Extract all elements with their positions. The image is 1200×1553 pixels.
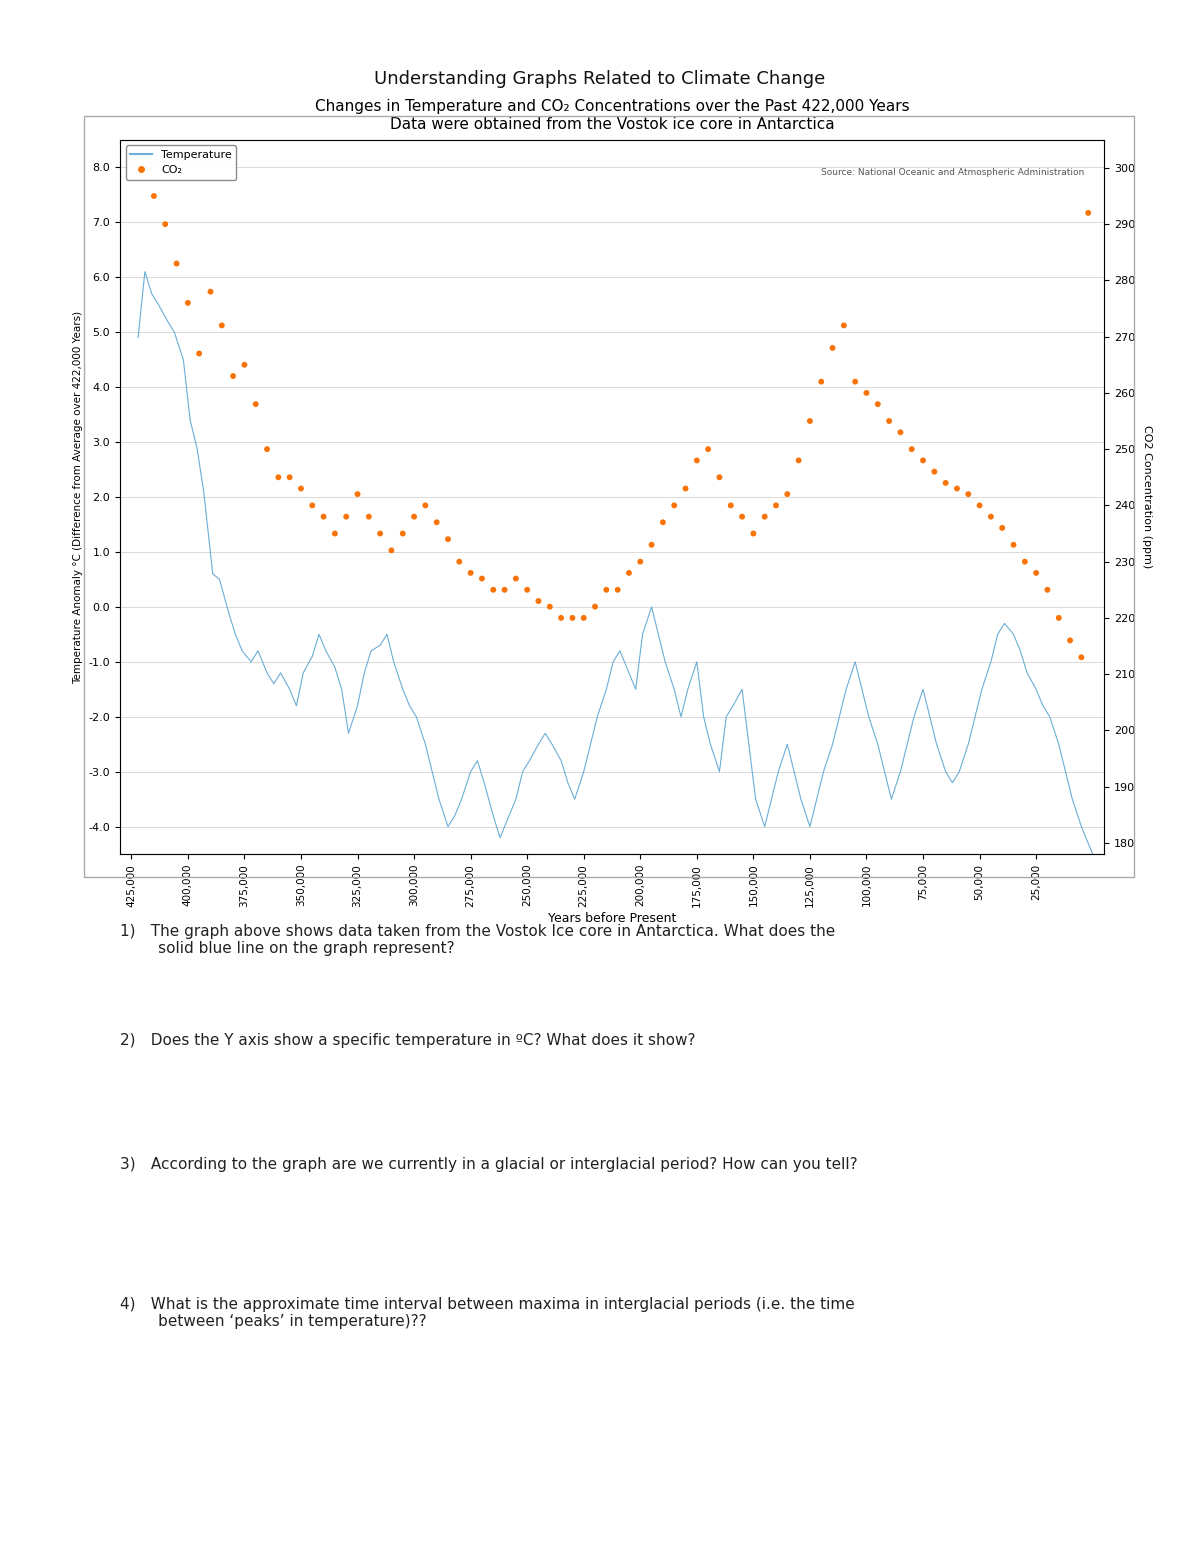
Text: 1) The graph above shows data taken from the Vostok Ice core in Antarctica. What: 1) The graph above shows data taken from… xyxy=(120,924,835,957)
Point xyxy=(665,492,684,517)
Point xyxy=(223,363,242,388)
Point xyxy=(563,606,582,631)
Point xyxy=(415,492,434,517)
Point xyxy=(642,533,661,558)
Point xyxy=(721,492,740,517)
Point xyxy=(190,342,209,367)
Point xyxy=(371,522,390,547)
Point xyxy=(970,492,989,517)
Point xyxy=(144,183,163,208)
Point xyxy=(982,505,1001,530)
Point xyxy=(890,419,910,444)
Point xyxy=(506,567,526,592)
Point xyxy=(314,505,334,530)
Title: Changes in Temperature and CO₂ Concentrations over the Past 422,000 Years
Data w: Changes in Temperature and CO₂ Concentra… xyxy=(314,99,910,132)
Point xyxy=(394,522,413,547)
Point xyxy=(1038,578,1057,603)
Point xyxy=(619,561,638,585)
Point xyxy=(246,391,265,416)
Point xyxy=(823,335,842,360)
Point xyxy=(608,578,628,603)
Point xyxy=(778,481,797,506)
Point xyxy=(834,314,853,339)
Point xyxy=(902,436,922,461)
Text: 3) According to the graph are we currently in a glacial or interglacial period? : 3) According to the graph are we current… xyxy=(120,1157,858,1173)
Point xyxy=(925,460,944,485)
Point xyxy=(790,447,809,472)
Point xyxy=(732,505,751,530)
Point xyxy=(302,492,322,517)
Point xyxy=(800,408,820,433)
Point xyxy=(868,391,887,416)
Point xyxy=(574,606,593,631)
Point xyxy=(473,567,492,592)
Point xyxy=(767,492,786,517)
Point xyxy=(653,509,672,534)
Y-axis label: Temperature Anomaly °C (Difference from Average over 422,000 Years): Temperature Anomaly °C (Difference from … xyxy=(73,311,83,683)
Point xyxy=(212,314,232,339)
Point xyxy=(156,211,175,236)
Point xyxy=(325,522,344,547)
Point xyxy=(348,481,367,506)
Point xyxy=(540,595,559,620)
Point xyxy=(235,353,254,377)
Point xyxy=(631,550,650,575)
Point xyxy=(280,464,299,489)
Point xyxy=(529,589,548,613)
Y-axis label: CO2 Concentration (ppm): CO2 Concentration (ppm) xyxy=(1141,426,1152,568)
Point xyxy=(404,505,424,530)
Legend: Temperature, CO₂: Temperature, CO₂ xyxy=(126,146,236,180)
Point xyxy=(1061,627,1080,652)
Point xyxy=(438,526,457,551)
Point xyxy=(517,578,536,603)
Point xyxy=(258,436,277,461)
Point xyxy=(450,550,469,575)
Point xyxy=(676,477,695,502)
Point xyxy=(755,505,774,530)
Point xyxy=(744,522,763,547)
Point xyxy=(959,481,978,506)
Point xyxy=(337,505,356,530)
Point xyxy=(857,380,876,405)
Point xyxy=(552,606,571,631)
Text: 4) What is the approximate time interval between maxima in interglacial periods : 4) What is the approximate time interval… xyxy=(120,1297,854,1329)
Text: Understanding Graphs Related to Climate Change: Understanding Graphs Related to Climate … xyxy=(374,70,826,89)
Point xyxy=(359,505,378,530)
Point xyxy=(936,471,955,495)
Point xyxy=(913,447,932,472)
Point xyxy=(269,464,288,489)
Point xyxy=(811,370,830,394)
Point xyxy=(292,477,311,502)
Text: 2) Does the Y axis show a specific temperature in ºC? What does it show?: 2) Does the Y axis show a specific tempe… xyxy=(120,1033,696,1048)
Point xyxy=(461,561,480,585)
Point xyxy=(992,516,1012,540)
Point xyxy=(586,595,605,620)
Point xyxy=(382,537,401,562)
Point xyxy=(688,447,707,472)
Point xyxy=(1049,606,1068,631)
Point xyxy=(596,578,616,603)
Point xyxy=(1015,550,1034,575)
Point xyxy=(698,436,718,461)
Point xyxy=(1072,644,1091,669)
Text: Source: National Oceanic and Atmospheric Administration: Source: National Oceanic and Atmospheric… xyxy=(821,168,1085,177)
Point xyxy=(200,280,220,304)
Point xyxy=(179,290,198,315)
Point xyxy=(484,578,503,603)
Point xyxy=(947,477,966,502)
Point xyxy=(1079,200,1098,225)
Point xyxy=(427,509,446,534)
Point xyxy=(167,252,186,276)
Point xyxy=(846,370,865,394)
Point xyxy=(880,408,899,433)
Point xyxy=(1004,533,1024,558)
Point xyxy=(494,578,514,603)
Point xyxy=(710,464,730,489)
Point xyxy=(1026,561,1045,585)
X-axis label: Years before Present: Years before Present xyxy=(548,912,676,926)
